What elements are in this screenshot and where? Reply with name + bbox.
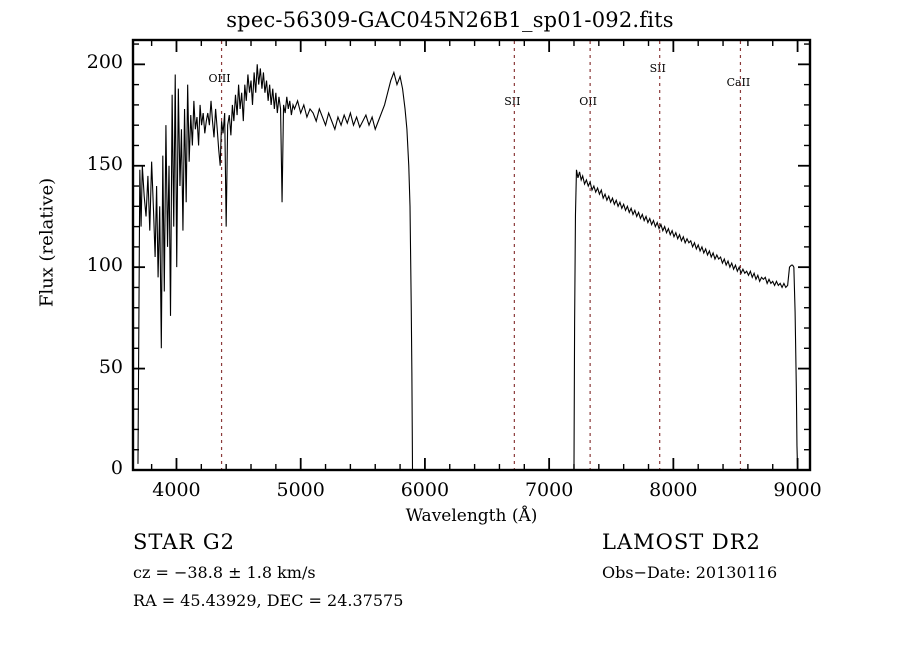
object-info-block: STAR G2 cz = −38.8 ± 1.8 km/s RA = 45.43… xyxy=(133,530,403,610)
axis-frame xyxy=(131,38,812,472)
x-tick-label: 4000 xyxy=(152,479,201,501)
x-tick-label: 7000 xyxy=(524,479,574,501)
x-tick-label: 5000 xyxy=(276,479,325,501)
x-tick-label: 9000 xyxy=(773,479,822,501)
x-tick-label: 8000 xyxy=(649,479,698,501)
obs-date-label: Obs−Date: 20130116 xyxy=(602,563,778,582)
spectrum-trace-red-arm xyxy=(573,169,799,471)
emission-line-label: OII xyxy=(579,95,597,108)
spectrum-trace-blue-arm xyxy=(137,64,414,471)
object-type-label: STAR G2 xyxy=(133,530,236,554)
emission-line-label: SII xyxy=(504,95,521,108)
redshift-velocity-label: cz = −38.8 ± 1.8 km/s xyxy=(133,563,316,582)
coordinates-label: RA = 45.43929, DEC = 24.37575 xyxy=(133,591,404,610)
y-tick-label: 100 xyxy=(86,254,123,277)
survey-info-block: LAMOST DR2 Obs−Date: 20130116 xyxy=(602,530,777,582)
emission-line-label: CaII xyxy=(726,76,751,89)
x-axis-label: Wavelength (Å) xyxy=(405,506,538,526)
y-tick-label: 50 xyxy=(98,355,123,378)
emission-line-label: OIII xyxy=(208,72,231,85)
y-tick-label: 0 xyxy=(110,457,123,479)
x-tick-label: 6000 xyxy=(400,479,450,501)
y-tick-label: 200 xyxy=(86,51,123,74)
y-tick-label: 150 xyxy=(86,152,123,175)
emission-line-label: SII xyxy=(649,62,666,75)
survey-name-label: LAMOST DR2 xyxy=(602,530,761,554)
plot-title: spec-56309-GAC045N26B1_sp01-092.fits xyxy=(226,8,674,32)
